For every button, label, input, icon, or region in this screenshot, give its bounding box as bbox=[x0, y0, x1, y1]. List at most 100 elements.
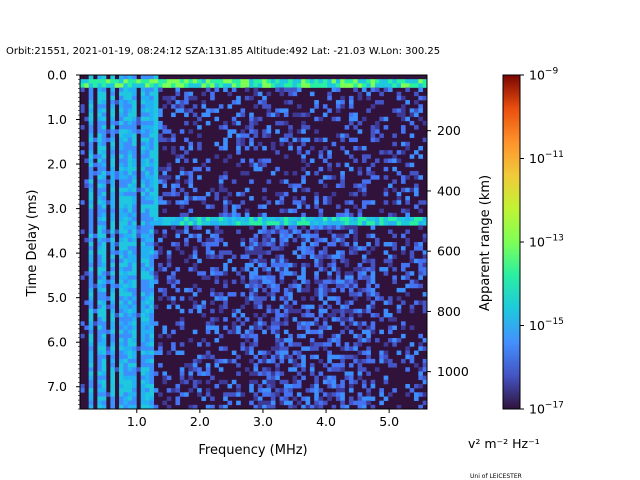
heatmap-cell bbox=[140, 171, 146, 176]
heatmap-cell bbox=[223, 300, 228, 305]
heatmap-cell bbox=[140, 342, 146, 347]
heatmap-cell bbox=[327, 150, 332, 155]
heatmap-cell bbox=[279, 342, 285, 347]
heatmap-cell bbox=[353, 308, 358, 314]
heatmap-cell bbox=[127, 250, 133, 255]
heatmap-cell bbox=[236, 100, 241, 105]
heatmap-cell bbox=[253, 216, 259, 222]
heatmap-cell bbox=[201, 112, 207, 118]
heatmap-cell bbox=[175, 229, 181, 234]
heatmap-cell bbox=[318, 254, 324, 259]
heatmap-cell bbox=[162, 216, 168, 222]
heatmap-cell bbox=[101, 183, 107, 189]
heatmap-cell bbox=[387, 262, 393, 268]
heatmap-cell bbox=[366, 275, 371, 280]
heatmap-cell bbox=[340, 179, 345, 184]
heatmap-cell bbox=[283, 79, 289, 84]
heatmap-cell bbox=[374, 338, 380, 343]
heatmap-cell bbox=[257, 404, 263, 410]
heatmap-cell bbox=[418, 242, 423, 247]
heatmap-cell bbox=[145, 242, 150, 247]
heatmap-cell bbox=[283, 191, 289, 197]
y2-tick-label: 400 bbox=[437, 183, 461, 198]
heatmap-cell bbox=[249, 346, 254, 351]
heatmap-cell bbox=[418, 154, 423, 159]
heatmap-cell bbox=[132, 312, 137, 318]
heatmap-cell bbox=[400, 129, 406, 134]
heatmap-cell bbox=[127, 346, 133, 351]
heatmap-cell bbox=[140, 200, 146, 205]
heatmap-cell bbox=[301, 216, 306, 222]
heatmap-cell bbox=[132, 383, 137, 389]
heatmap-cell bbox=[227, 129, 233, 134]
heatmap-cell bbox=[149, 137, 155, 143]
heatmap-cell bbox=[244, 254, 250, 259]
heatmap-cell bbox=[374, 175, 380, 180]
heatmap-cell bbox=[140, 262, 146, 268]
heatmap-cell bbox=[314, 237, 319, 243]
heatmap-cell bbox=[119, 225, 124, 230]
heatmap-cell bbox=[262, 83, 267, 88]
heatmap-cell bbox=[93, 137, 98, 143]
heatmap-cell bbox=[288, 367, 293, 372]
heatmap-cell bbox=[123, 75, 129, 80]
heatmap-cell bbox=[357, 262, 363, 268]
heatmap-cell bbox=[149, 83, 155, 88]
heatmap-cell bbox=[309, 383, 315, 389]
heatmap-cell bbox=[110, 75, 115, 80]
heatmap-cell bbox=[149, 317, 155, 322]
heatmap-cell bbox=[223, 79, 228, 84]
heatmap-cell bbox=[106, 392, 111, 397]
heatmap-cell bbox=[153, 204, 159, 209]
heatmap-cell bbox=[422, 267, 428, 272]
heatmap-cell bbox=[201, 104, 207, 109]
heatmap-cell bbox=[80, 83, 85, 88]
heatmap-cell bbox=[145, 246, 150, 251]
heatmap-cell bbox=[344, 83, 350, 88]
heatmap-cell bbox=[400, 321, 406, 326]
heatmap-cell bbox=[331, 404, 337, 410]
heatmap-cell bbox=[396, 308, 402, 314]
heatmap-cell bbox=[249, 271, 254, 276]
heatmap-cell bbox=[201, 221, 207, 226]
heatmap-cell bbox=[331, 191, 337, 197]
heatmap-cell bbox=[309, 371, 315, 376]
heatmap-cell bbox=[179, 317, 185, 322]
heatmap-cell bbox=[140, 225, 146, 230]
heatmap-cell bbox=[149, 283, 155, 289]
heatmap-cell bbox=[400, 267, 406, 272]
heatmap-cell bbox=[335, 83, 341, 88]
heatmap-cell bbox=[149, 75, 155, 80]
heatmap-cell bbox=[192, 267, 198, 272]
heatmap-cell bbox=[366, 154, 371, 159]
heatmap-cell bbox=[361, 321, 367, 326]
heatmap-cell bbox=[357, 166, 363, 172]
heatmap-cell bbox=[348, 287, 354, 293]
heatmap-cell bbox=[344, 242, 350, 247]
heatmap-cell bbox=[296, 145, 302, 151]
heatmap-cell bbox=[353, 358, 358, 364]
heatmap-cell bbox=[101, 379, 107, 385]
heatmap-cell bbox=[132, 179, 137, 184]
heatmap-cell bbox=[127, 375, 133, 381]
heatmap-cell bbox=[387, 79, 393, 84]
heatmap-cell bbox=[262, 100, 267, 105]
heatmap-cell bbox=[223, 158, 228, 163]
heatmap-cell bbox=[413, 221, 419, 226]
heatmap-cell bbox=[119, 95, 124, 101]
heatmap-cell bbox=[127, 392, 133, 397]
heatmap-cell bbox=[275, 262, 280, 268]
heatmap-cell bbox=[119, 175, 124, 180]
heatmap-cell bbox=[101, 308, 107, 314]
heatmap-cell bbox=[409, 254, 415, 259]
heatmap-cell bbox=[127, 95, 133, 101]
heatmap-cell bbox=[301, 233, 306, 239]
heatmap-cell bbox=[344, 208, 350, 214]
heatmap-cell bbox=[357, 312, 363, 318]
heatmap-cell bbox=[396, 171, 402, 176]
heatmap-cell bbox=[80, 321, 85, 326]
heatmap-cell bbox=[88, 367, 94, 372]
heatmap-cell bbox=[192, 196, 198, 201]
heatmap-cell bbox=[106, 279, 111, 285]
heatmap-cell bbox=[379, 358, 384, 364]
